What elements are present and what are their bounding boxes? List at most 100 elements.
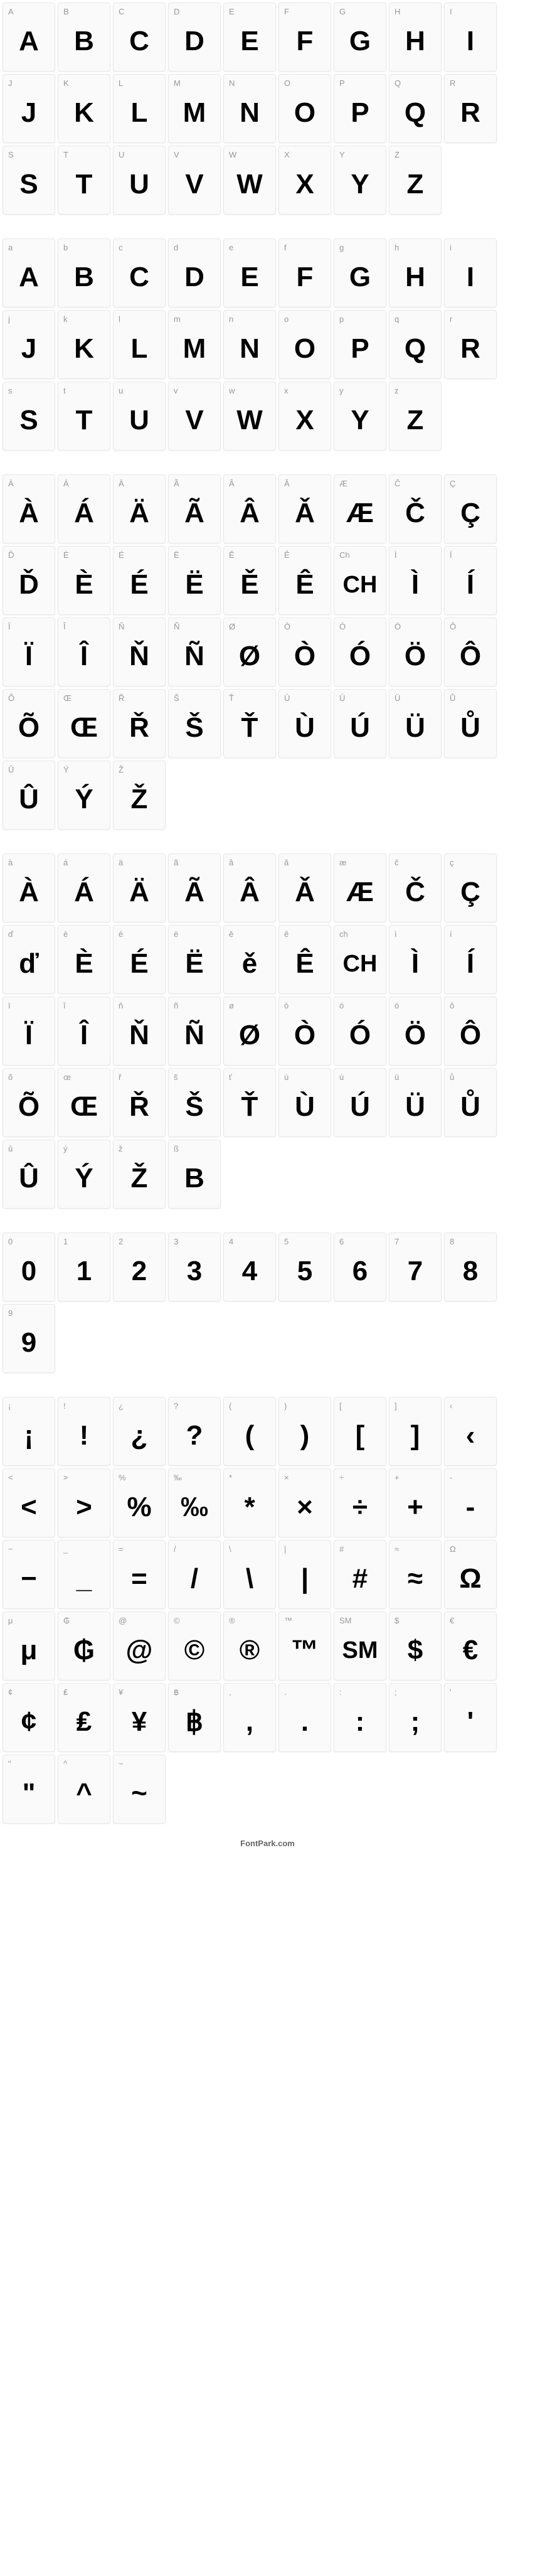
glyph-label: q xyxy=(389,311,441,324)
glyph-display: μ xyxy=(3,1626,55,1680)
glyph-display: Q xyxy=(389,324,441,378)
glyph-display: Ì xyxy=(389,560,441,614)
glyph-display: ! xyxy=(58,1411,110,1465)
glyph-label: c xyxy=(114,239,165,253)
glyph-display: Î xyxy=(58,1011,110,1065)
glyph-cell: ŒŒ xyxy=(58,689,110,758)
glyph-label: @ xyxy=(114,1612,165,1626)
glyph-display: Ñ xyxy=(169,632,220,686)
glyph-cell: RR xyxy=(444,74,497,143)
glyph-label: μ xyxy=(3,1612,55,1626)
glyph-cell: ŽŽ xyxy=(113,761,166,830)
glyph-display: N xyxy=(224,324,275,378)
glyph-cell: ×× xyxy=(278,1468,331,1537)
glyph-cell: LL xyxy=(113,74,166,143)
glyph-label: ¥ xyxy=(114,1684,165,1697)
glyph-cell: 66 xyxy=(334,1232,386,1301)
glyph-display: \ xyxy=(224,1554,275,1608)
glyph-label: X xyxy=(279,146,331,160)
glyph-display: Ù xyxy=(279,703,331,757)
section-spacer xyxy=(0,832,535,851)
glyph-label: ü xyxy=(389,1069,441,1082)
glyph-cell: SMSM xyxy=(334,1611,386,1681)
glyph-cell: ]] xyxy=(389,1397,442,1466)
glyph-label: 4 xyxy=(224,1233,275,1247)
glyph-cell: AA xyxy=(3,3,55,72)
glyph-label: a xyxy=(3,239,55,253)
glyph-cell: qQ xyxy=(389,310,442,379)
glyph-label: D xyxy=(169,3,220,17)
glyph-cell: ýÝ xyxy=(58,1140,110,1209)
glyph-label: ǎ xyxy=(279,854,331,868)
glyph-cell: '' xyxy=(444,1683,497,1752)
glyph-cell: ǍǍ xyxy=(278,474,331,543)
glyph-label: = xyxy=(114,1541,165,1554)
glyph-label: ý xyxy=(58,1140,110,1154)
glyph-label: Ä xyxy=(114,475,165,489)
glyph-label: - xyxy=(445,1469,496,1483)
glyph-display: D xyxy=(169,253,220,307)
glyph-label: l xyxy=(114,311,165,324)
glyph-cell: ňŇ xyxy=(113,997,166,1066)
glyph-cell: ¥¥ xyxy=(113,1683,166,1752)
glyph-display: ] xyxy=(389,1411,441,1465)
glyph-label: ť xyxy=(224,1069,275,1082)
glyph-cell: ®® xyxy=(223,1611,276,1681)
glyph-cell: −− xyxy=(3,1540,55,1609)
glyph-display: ; xyxy=(389,1697,441,1751)
glyph-cell: ™™ xyxy=(278,1611,331,1681)
glyph-display: I xyxy=(445,253,496,307)
glyph-label: × xyxy=(279,1469,331,1483)
glyph-label: æ xyxy=(334,854,386,868)
glyph-label: ř xyxy=(114,1069,165,1082)
glyph-display: Ť xyxy=(224,703,275,757)
glyph-display: ≈ xyxy=(389,1554,441,1608)
glyph-display: × xyxy=(279,1483,331,1537)
glyph-cell: FF xyxy=(278,3,331,72)
glyph-display: ě xyxy=(224,939,275,993)
glyph-cell: ÕÕ xyxy=(3,689,55,758)
glyph-display: Â xyxy=(224,489,275,543)
glyph-display: Á xyxy=(58,489,110,543)
glyph-cell: 99 xyxy=(3,1304,55,1373)
glyph-cell: DD xyxy=(168,3,221,72)
glyph-cell: ËË xyxy=(168,546,221,615)
glyph-cell: ₲₲ xyxy=(58,1611,110,1681)
glyph-cell: ÉÉ xyxy=(113,546,166,615)
glyph-display: X xyxy=(279,160,331,214)
glyph-label: Y xyxy=(334,146,386,160)
glyph-cell: OO xyxy=(278,74,331,143)
glyph-label: T xyxy=(58,146,110,160)
glyph-label: ฿ xyxy=(169,1684,220,1697)
glyph-display: < xyxy=(3,1483,55,1537)
glyph-cell: dD xyxy=(168,238,221,307)
glyph-display: ¡ xyxy=(3,1411,55,1465)
glyph-display: W xyxy=(224,396,275,450)
glyph-display: Ů xyxy=(445,703,496,757)
glyph-cell: ùÙ xyxy=(278,1068,331,1137)
glyph-display: Ã xyxy=(169,489,220,543)
glyph-cell: eE xyxy=(223,238,276,307)
glyph-label: Q xyxy=(389,75,441,88)
glyph-cell: éÉ xyxy=(113,925,166,994)
glyph-display: ‰ xyxy=(169,1483,220,1537)
glyph-label: ~ xyxy=(114,1755,165,1769)
glyph-display: = xyxy=(114,1554,165,1608)
glyph-display: Ǎ xyxy=(279,868,331,922)
glyph-label: C xyxy=(114,3,165,17)
glyph-cell: řŘ xyxy=(113,1068,166,1137)
glyph-display: 9 xyxy=(3,1318,55,1372)
glyph-cell: ŠŠ xyxy=(168,689,221,758)
glyph-display: , xyxy=(224,1697,275,1751)
glyph-cell: pP xyxy=(334,310,386,379)
glyph-label: ¡ xyxy=(3,1398,55,1411)
glyph-display: _ xyxy=(58,1554,110,1608)
glyph-label: Ň xyxy=(114,618,165,632)
glyph-cell: ÓÓ xyxy=(334,617,386,687)
glyph-label: Æ xyxy=(334,475,386,489)
glyph-display: À xyxy=(3,868,55,922)
glyph-section-lowercase: aAbBcCdDeEfFgGhHiIjJkKlLmMnNoOpPqQrRsStT… xyxy=(0,236,535,453)
glyph-label: Ž xyxy=(114,761,165,775)
glyph-display: 3 xyxy=(169,1247,220,1301)
glyph-display: 1 xyxy=(58,1247,110,1301)
